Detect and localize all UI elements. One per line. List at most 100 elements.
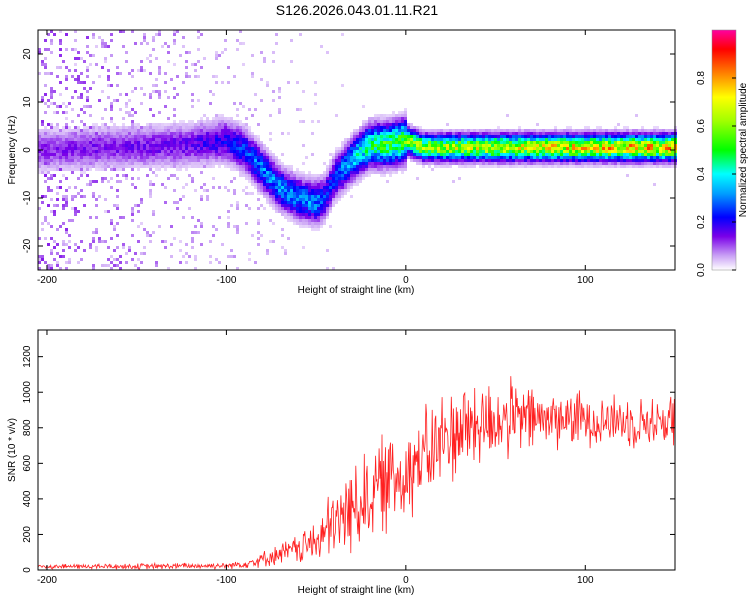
spectrogram-cell	[404, 111, 407, 114]
spectrogram-cell	[155, 123, 158, 126]
spectrogram-cell	[119, 156, 122, 159]
spectrogram-cell	[419, 147, 422, 150]
spectrogram-cell	[131, 213, 134, 216]
spectrogram-cell	[239, 126, 242, 129]
spectrogram-cell	[296, 108, 299, 111]
spectrogram-cell	[224, 141, 227, 144]
spectrogram-cell	[134, 264, 137, 267]
spectrogram-cell	[290, 213, 293, 216]
spectrogram-cell	[305, 204, 308, 207]
spectrogram-cell	[230, 141, 233, 144]
spectrogram-cell	[68, 147, 71, 150]
spectrogram-cell	[113, 159, 116, 162]
spectrogram-cell	[263, 180, 266, 183]
spectrogram-cell	[311, 153, 314, 156]
spectrogram-cell	[305, 219, 308, 222]
spectrogram-cell	[62, 150, 65, 153]
spectrogram-cell	[659, 150, 662, 153]
spectrogram-cell	[464, 144, 467, 147]
spectrogram-cell	[380, 135, 383, 138]
spectrogram-cell	[131, 177, 134, 180]
spectrogram-cell	[410, 144, 413, 147]
spectrogram-cell	[314, 195, 317, 198]
spectrogram-cell	[425, 147, 428, 150]
spectrogram-cell	[116, 162, 119, 165]
spectrogram-cell	[659, 162, 662, 165]
spectrogram-cell	[461, 156, 464, 159]
spectrogram-cell	[92, 159, 95, 162]
spectrogram-cell	[188, 174, 191, 177]
spectrogram-cell	[113, 144, 116, 147]
spectrogram-cell	[38, 138, 41, 141]
y-tick-label: 800	[22, 419, 33, 436]
spectrogram-cell	[86, 66, 89, 69]
spectrogram-cell	[335, 195, 338, 198]
spectrogram-cell	[302, 246, 305, 249]
spectrogram-cell	[47, 72, 50, 75]
spectrogram-cell	[404, 147, 407, 150]
spectrogram-cell	[41, 96, 44, 99]
spectrogram-cell	[74, 195, 77, 198]
spectrogram-cell	[641, 147, 644, 150]
spectrogram-cell	[293, 174, 296, 177]
spectrogram-cell	[56, 123, 59, 126]
spectrogram-cell	[425, 132, 428, 135]
spectrogram-cell	[320, 225, 323, 228]
spectrogram-cell	[461, 159, 464, 162]
spectrogram-cell	[221, 156, 224, 159]
spectrogram-cell	[155, 126, 158, 129]
spectrogram-cell	[164, 129, 167, 132]
spectrogram-cell	[65, 177, 68, 180]
spectrogram-cell	[50, 147, 53, 150]
spectrogram-cell	[311, 207, 314, 210]
spectrogram-cell	[251, 141, 254, 144]
spectrogram-cell	[137, 144, 140, 147]
spectrogram-cell	[365, 150, 368, 153]
spectrogram-cell	[128, 132, 131, 135]
spectrogram-cell	[434, 162, 437, 165]
y-tick-label: 10	[22, 96, 33, 108]
spectrogram-cell	[71, 207, 74, 210]
spectrogram-cell	[53, 210, 56, 213]
spectrogram-cell	[278, 183, 281, 186]
spectrogram-cell	[314, 189, 317, 192]
spectrogram-cell	[113, 132, 116, 135]
spectrogram-cell	[464, 153, 467, 156]
spectrogram-cell	[614, 126, 617, 129]
spectrogram-cell	[314, 93, 317, 96]
spectrogram-cell	[539, 141, 542, 144]
spectrogram-cell	[131, 108, 134, 111]
spectrogram-cell	[389, 162, 392, 165]
spectrogram-cell	[638, 141, 641, 144]
spectrogram-cell	[173, 165, 176, 168]
spectrogram-cell	[206, 189, 209, 192]
spectrogram-cell	[476, 156, 479, 159]
spectrogram-cell	[137, 150, 140, 153]
spectrogram-cell	[173, 33, 176, 36]
spectrogram-cell	[80, 141, 83, 144]
spectrogram-cell	[140, 153, 143, 156]
spectrogram-cell	[107, 147, 110, 150]
spectrogram-cell	[107, 84, 110, 87]
spectrogram-cell	[482, 144, 485, 147]
snr-y-label: SNR (10 * v/v)	[7, 418, 18, 482]
spectrogram-cell	[221, 147, 224, 150]
spectrogram-cell	[203, 189, 206, 192]
spectrogram-cell	[200, 147, 203, 150]
spectrogram-cell	[620, 162, 623, 165]
spectrogram-cell	[521, 141, 524, 144]
spectrogram-cell	[242, 126, 245, 129]
spectrogram-cell	[362, 159, 365, 162]
spectrogram-cell	[230, 120, 233, 123]
spectrogram-cell	[143, 36, 146, 39]
spectrogram-cell	[281, 162, 284, 165]
spectrogram-cell	[506, 147, 509, 150]
spectrogram-cell	[248, 174, 251, 177]
spectrogram-cell	[632, 153, 635, 156]
spectrogram-cell	[203, 141, 206, 144]
spectrogram-cell	[257, 147, 260, 150]
spectrogram-cell	[275, 192, 278, 195]
spectrogram-cell	[188, 123, 191, 126]
spectrogram-cell	[65, 117, 68, 120]
spectrogram-cell	[263, 156, 266, 159]
